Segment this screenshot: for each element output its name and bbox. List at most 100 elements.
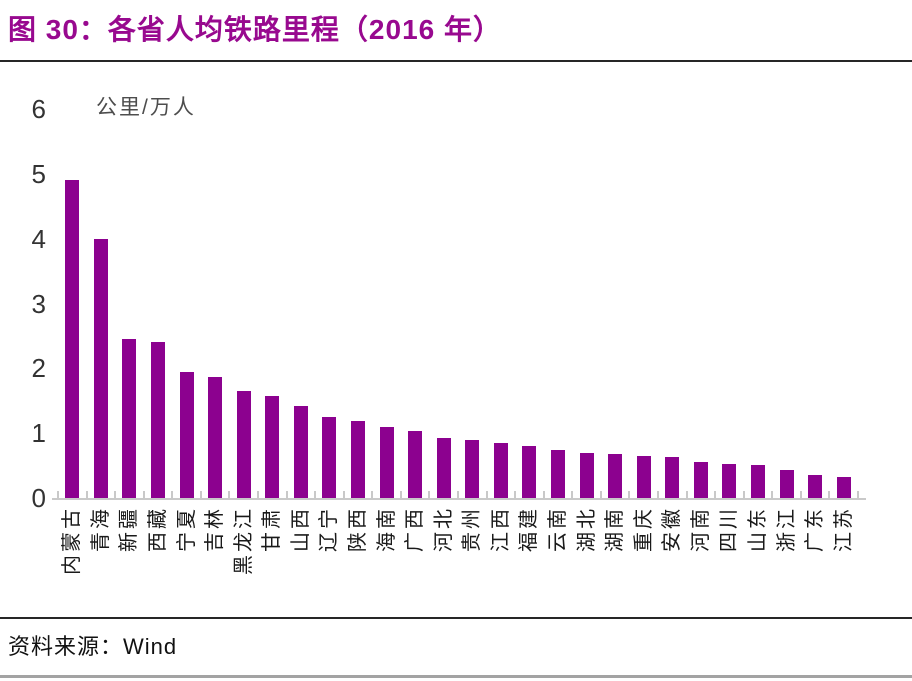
bar-浙江 xyxy=(779,470,794,498)
y-tick-label: 5 xyxy=(31,158,46,189)
x-axis-labels: 内蒙古 青海 新疆 西藏 宁夏 吉林 黑龙江 甘肃 山西 辽宁 陕西 海南 广西 河北 贵州 江西 福建 云南 湖北… xyxy=(58,506,858,616)
bar-广东 xyxy=(808,474,823,498)
axis-tick xyxy=(628,491,631,498)
bar-湖北 xyxy=(579,452,594,498)
bar-内蒙古 xyxy=(65,180,80,498)
x-tick-label: 宁夏 xyxy=(175,506,198,552)
bar-宁夏 xyxy=(179,371,194,498)
axis-tick xyxy=(828,491,831,498)
bar-黑龙江 xyxy=(236,391,251,498)
bar-吉林 xyxy=(208,376,223,498)
axis-tick xyxy=(457,491,459,498)
x-tick-label: 湖北 xyxy=(575,506,598,552)
x-tick-label: 西藏 xyxy=(147,506,169,552)
axis-tick xyxy=(799,491,802,498)
y-tick-label: 6 xyxy=(31,94,46,124)
x-tick-label: 安徽 xyxy=(661,506,684,552)
y-tick-label: 0 xyxy=(31,483,46,513)
axis-tick xyxy=(228,491,231,498)
x-tick-label: 甘肃 xyxy=(261,506,284,552)
x-tick-label: 陕西 xyxy=(347,506,369,552)
x-tick-label: 河北 xyxy=(432,506,455,552)
bar-湖南 xyxy=(608,453,623,498)
bar-广西 xyxy=(408,430,423,498)
axis-tick xyxy=(85,491,88,498)
bar-贵州 xyxy=(465,440,480,498)
axis-tick xyxy=(314,491,317,498)
x-tick-label: 江西 xyxy=(489,506,512,552)
x-tick-label: 内蒙古 xyxy=(61,506,84,575)
bar-重庆 xyxy=(636,455,651,498)
axis-tick xyxy=(371,491,374,498)
bar-青海 xyxy=(93,238,108,498)
y-axis-unit-label: 公里/万人 xyxy=(96,96,196,119)
figure-title: 图 30：各省人均铁路里程（2016 年） xyxy=(8,14,502,45)
axis-tick xyxy=(542,491,545,498)
x-tick-label: 江苏 xyxy=(832,506,855,552)
plot-area xyxy=(52,109,866,500)
axis-tick xyxy=(857,491,859,498)
bar-江西 xyxy=(493,442,508,498)
bar-云南 xyxy=(551,450,565,498)
x-tick-label: 河南 xyxy=(689,506,712,552)
bar-山东 xyxy=(751,464,765,498)
x-tick-label: 山东 xyxy=(747,506,769,552)
bar-河北 xyxy=(436,438,451,498)
bar-辽宁 xyxy=(322,416,337,498)
bar-甘肃 xyxy=(265,396,280,498)
axis-tick xyxy=(399,491,402,498)
x-tick-label: 山西 xyxy=(289,506,312,552)
axis-tick xyxy=(657,491,659,498)
axis-tick xyxy=(342,491,345,498)
source-divider xyxy=(0,617,912,619)
axis-tick xyxy=(114,491,117,498)
y-tick-label: 4 xyxy=(31,223,46,254)
bar-福建 xyxy=(522,446,537,498)
axis-tick xyxy=(685,491,688,498)
x-tick-label: 黑龙江 xyxy=(232,506,255,575)
axis-tick xyxy=(257,491,259,498)
x-tick-label: 辽宁 xyxy=(318,506,341,552)
bar-四川 xyxy=(722,463,737,498)
bar-山西 xyxy=(293,405,308,498)
bottom-divider xyxy=(0,675,912,678)
axis-tick xyxy=(514,491,517,498)
x-tick-label: 贵州 xyxy=(461,506,484,552)
axis-tick xyxy=(771,491,774,498)
x-tick-label: 云南 xyxy=(547,506,569,552)
x-tick-label: 广西 xyxy=(404,506,427,552)
x-tick-label: 湖南 xyxy=(604,506,627,552)
x-tick-label: 青海 xyxy=(89,506,112,552)
axis-tick xyxy=(742,491,745,498)
y-tick-label: 1 xyxy=(31,418,46,449)
x-tick-label: 广东 xyxy=(804,506,827,552)
axis-tick xyxy=(142,491,145,498)
x-tick-label: 海南 xyxy=(375,506,398,552)
x-tick-label: 四川 xyxy=(718,506,741,552)
x-tick-label: 新疆 xyxy=(118,506,141,552)
axis-tick xyxy=(171,491,174,498)
axis-tick xyxy=(485,491,488,498)
bar-河南 xyxy=(693,461,708,498)
bar-安徽 xyxy=(665,457,680,498)
axis-tick xyxy=(428,491,431,498)
y-tick-label: 3 xyxy=(31,288,46,319)
bar-海南 xyxy=(379,426,394,498)
source-line: 资料来源：Wind xyxy=(8,629,177,661)
bar-江苏 xyxy=(836,476,851,498)
x-tick-label: 重庆 xyxy=(632,506,655,552)
x-axis-line xyxy=(52,498,866,500)
bar-陕西 xyxy=(351,420,365,498)
source-label: 资料来源： xyxy=(8,634,124,659)
y-tick-label: 2 xyxy=(31,353,46,384)
x-tick-label: 福建 xyxy=(518,506,541,552)
bar-西藏 xyxy=(151,342,165,498)
x-tick-label: 浙江 xyxy=(775,506,798,552)
axis-tick xyxy=(599,491,602,498)
title-divider xyxy=(0,60,912,62)
bar-chart: 公里/万人 0 1 2 3 4 5 6 内蒙古 青海 新疆 西藏 宁夏 吉林 黑龙江 甘肃 山西 辽宁 陕西 海南… xyxy=(0,63,912,617)
axis-tick xyxy=(714,491,717,498)
axis-tick xyxy=(57,491,59,498)
x-tick-label: 吉林 xyxy=(204,506,227,552)
